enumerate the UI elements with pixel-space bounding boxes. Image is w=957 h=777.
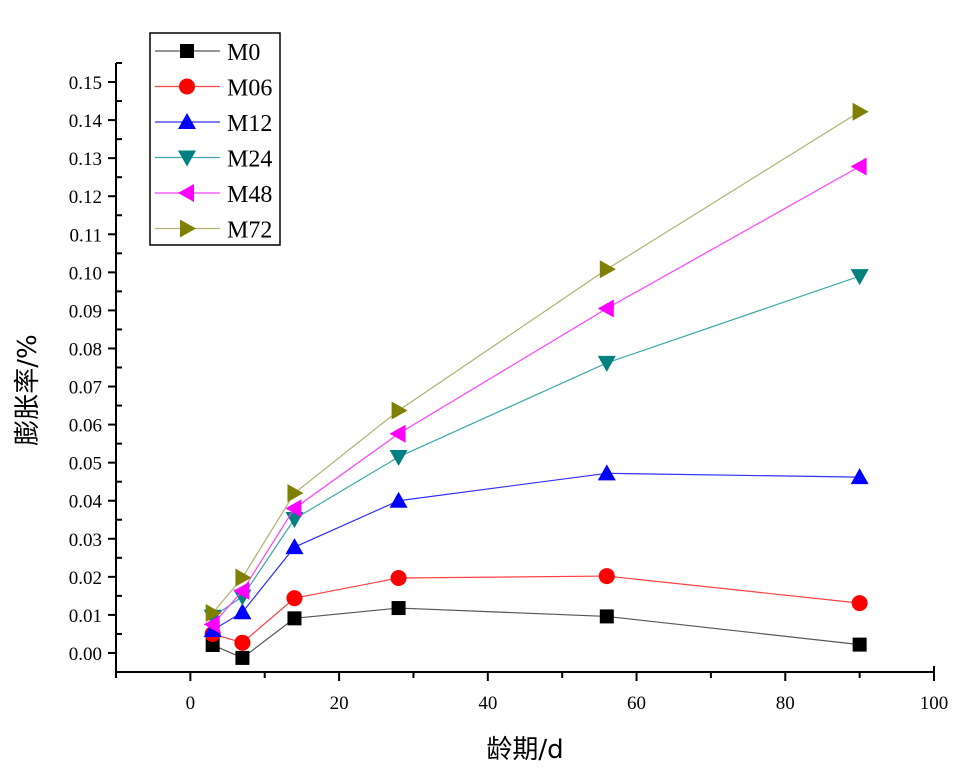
data-point: [287, 611, 302, 626]
data-point: [205, 604, 222, 623]
data-point: [391, 601, 406, 616]
legend-marker: [180, 219, 196, 238]
data-point: [852, 102, 869, 121]
series-layer: [203, 102, 869, 665]
series-line: [212, 607, 860, 659]
y-tick-label: 0.01: [69, 606, 102, 627]
data-point: [205, 637, 220, 652]
data-point: [285, 499, 302, 518]
legend-box: [149, 32, 281, 246]
series-m06: [204, 568, 868, 651]
data-point: [599, 609, 614, 624]
series-m72: [205, 102, 869, 623]
legend-item: M12: [155, 111, 272, 137]
series-m48: [203, 157, 867, 634]
y-tick-label: 0.10: [69, 263, 102, 284]
legend-marker: [180, 44, 194, 58]
legend-label: M72: [227, 218, 272, 244]
data-point: [235, 650, 250, 665]
y-tick-label: 0.03: [69, 530, 102, 551]
data-point: [850, 269, 869, 286]
data-point: [850, 468, 869, 485]
series-line: [212, 111, 860, 614]
data-point: [850, 157, 867, 176]
legend-label: M24: [227, 147, 272, 173]
data-point: [597, 355, 616, 372]
data-point: [233, 581, 250, 600]
y-tick-label: 0.14: [69, 111, 103, 132]
x-tick-label: 60: [627, 693, 646, 714]
y-tick-label: 0.11: [69, 225, 102, 246]
data-point: [233, 603, 252, 620]
data-point: [852, 637, 867, 652]
data-point: [851, 595, 868, 612]
y-tick-label: 0.02: [69, 568, 102, 589]
data-point: [203, 615, 220, 634]
legend-item: M06: [155, 76, 272, 102]
x-axis-title: 龄期/d: [486, 735, 563, 765]
legend: M0 M06 M12 M24 M48 M72: [149, 32, 281, 246]
x-tick-label: 40: [478, 693, 497, 714]
data-point: [234, 634, 251, 651]
y-tick-label: 0.15: [69, 73, 102, 94]
x-tick-label: 0: [186, 693, 196, 714]
legend-label: M0: [227, 40, 260, 66]
y-tick-label: 0.13: [69, 149, 102, 170]
series-m0: [205, 601, 867, 665]
y-tick-label: 0.04: [69, 492, 103, 513]
data-point: [389, 491, 408, 508]
legend-label: M12: [227, 111, 272, 137]
data-point: [389, 449, 408, 466]
data-point: [287, 484, 304, 503]
series-m12: [203, 464, 869, 638]
axes: 0.00 0.01 0.02 0.03 0.04 0.05 0.06 0.07 0.08 0.09…: [69, 62, 949, 714]
data-point: [285, 538, 304, 555]
x-tick-label: 80: [776, 693, 795, 714]
series-m24: [203, 269, 869, 626]
x-tick-label: 100: [920, 693, 949, 714]
y-tick-label: 0.06: [69, 416, 102, 437]
legend-marker: [178, 184, 194, 202]
y-tick-label: 0.05: [69, 454, 102, 475]
data-point: [599, 260, 616, 279]
data-point: [391, 401, 408, 420]
data-point: [389, 424, 406, 443]
series-line: [212, 575, 860, 644]
legend-item: M24: [155, 147, 272, 173]
data-point: [597, 299, 614, 318]
series-line: [212, 166, 860, 625]
y-tick-label: 0.08: [69, 339, 102, 360]
legend-label: M06: [227, 76, 272, 102]
y-axis-title: 膨胀率/%: [13, 334, 43, 445]
legend-label: M48: [227, 182, 272, 208]
data-point: [286, 590, 303, 607]
y-tick-label: 0.00: [69, 644, 102, 665]
data-point: [235, 568, 252, 587]
data-point: [598, 568, 615, 585]
legend-marker: [178, 113, 196, 129]
data-point: [597, 464, 616, 481]
y-tick-label: 0.07: [69, 378, 102, 399]
legend-item: M0: [155, 40, 260, 66]
y-tick-label: 0.09: [69, 301, 102, 322]
legend-item: M72: [155, 218, 272, 244]
y-tick-label: 0.12: [69, 187, 102, 208]
series-line: [212, 275, 860, 618]
data-point: [390, 569, 407, 586]
legend-marker: [178, 150, 196, 167]
legend-item: M48: [155, 182, 272, 208]
legend-marker: [179, 78, 195, 95]
x-tick-label: 20: [330, 693, 349, 714]
